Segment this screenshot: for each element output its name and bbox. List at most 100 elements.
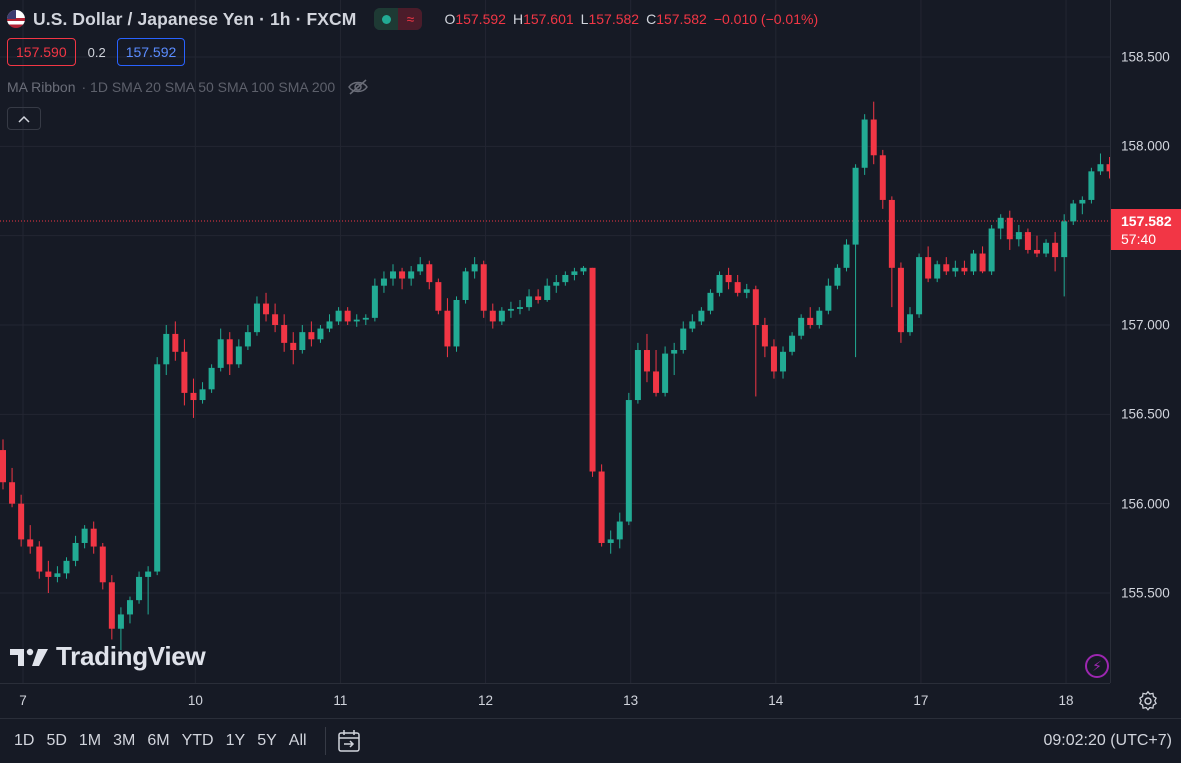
calendar-range-icon[interactable]: [336, 728, 362, 754]
bottom-toolbar: 1D 5D 1M 3M 6M YTD 1Y 5Y All 09:02:20 (U…: [0, 718, 1181, 762]
candle-body: [589, 267, 596, 472]
collapse-legend-button[interactable]: [7, 107, 41, 130]
range-button-1m[interactable]: 1M: [78, 732, 102, 749]
candle-body: [1088, 171, 1095, 200]
range-button-1y[interactable]: 1Y: [225, 732, 246, 749]
candle: [36, 541, 43, 579]
candle-body: [997, 217, 1004, 229]
indicator-legend[interactable]: MA Ribbon · 1D SMA 20 SMA 50 SMA 100 SMA…: [7, 78, 369, 96]
candle: [471, 257, 478, 279]
candle: [888, 196, 895, 308]
us-flag-icon: [7, 10, 25, 28]
candle-body: [408, 271, 415, 279]
data-delay-icon[interactable]: ≈: [398, 8, 423, 30]
candle: [598, 464, 605, 547]
price-tick-label: 156.000: [1121, 496, 1170, 512]
range-button-5y[interactable]: 5Y: [257, 732, 277, 749]
chart-area[interactable]: [0, 0, 1110, 683]
candle-body: [27, 539, 34, 547]
price-tick-label: 157.000: [1121, 317, 1170, 333]
candle: [507, 301, 514, 318]
candle-body: [943, 264, 950, 272]
candle: [226, 332, 233, 376]
candle-body: [208, 367, 215, 390]
range-button-ytd[interactable]: YTD: [181, 732, 214, 749]
market-open-status[interactable]: [374, 8, 399, 30]
gear-icon[interactable]: [1137, 690, 1159, 712]
candle-body: [353, 319, 360, 322]
candle-body: [553, 282, 560, 286]
candle: [462, 267, 469, 304]
candle: [725, 267, 732, 290]
candle-body: [707, 292, 714, 311]
candle-body: [743, 289, 750, 293]
candle-body: [789, 335, 796, 352]
candle: [317, 325, 324, 343]
indicator-name[interactable]: MA Ribbon: [7, 79, 76, 95]
range-button-6m[interactable]: 6M: [147, 732, 170, 749]
candle: [9, 467, 16, 508]
symbol-title[interactable]: U.S. Dollar / Japanese Yen · 1h · FXCM: [33, 8, 357, 29]
candle: [1006, 210, 1013, 250]
candle-body: [526, 296, 533, 308]
candle-body: [344, 310, 351, 322]
candle: [190, 378, 197, 418]
candle-body: [462, 271, 469, 300]
candle-body: [916, 257, 923, 315]
last-price-label: 157.582 57:40: [1111, 209, 1181, 251]
candle-body: [934, 264, 941, 279]
candle: [399, 267, 406, 290]
candle-body: [0, 450, 6, 483]
candle-body: [1070, 203, 1077, 222]
candle: [607, 530, 614, 554]
candle-body: [117, 614, 124, 629]
range-button-1d[interactable]: 1D: [14, 732, 35, 749]
candle: [970, 249, 977, 275]
time-scale[interactable]: 7 10 11 12 13 14 17 18: [0, 683, 1110, 719]
buy-button[interactable]: 157.592: [116, 38, 186, 66]
sell-button[interactable]: 157.590: [7, 38, 76, 66]
market-status-pill[interactable]: ≈: [374, 8, 423, 30]
candle-body: [263, 303, 270, 315]
price-tick-label: 158.500: [1121, 49, 1170, 65]
bid-ask-panel: 157.590 0.2 157.592: [7, 38, 186, 66]
candle-body: [1033, 249, 1040, 254]
candle-body: [136, 576, 143, 601]
candle: [680, 321, 687, 354]
candle: [136, 571, 143, 604]
candle: [834, 264, 841, 290]
candle: [1052, 232, 1059, 272]
candle: [770, 339, 777, 379]
price-scale[interactable]: 158.500158.000157.500157.000156.500156.0…: [1110, 0, 1181, 683]
ohlc-values: O157.592 H157.601 L157.582 C157.582 −0.0…: [444, 11, 818, 27]
candle-body: [834, 267, 841, 286]
chevron-up-icon: [18, 115, 30, 123]
candle-body: [535, 296, 542, 300]
timezone-clock[interactable]: 09:02:20 (UTC+7): [1043, 732, 1172, 749]
eye-off-icon[interactable]: [347, 78, 369, 96]
candle: [163, 325, 170, 376]
range-button-5d[interactable]: 5D: [46, 732, 67, 749]
candle-body: [825, 285, 832, 311]
candle: [743, 283, 750, 299]
candle-body: [290, 342, 297, 351]
candle: [281, 314, 288, 352]
candle: [308, 321, 315, 347]
price-chart[interactable]: [0, 0, 1110, 683]
candle: [27, 525, 34, 554]
candle: [544, 278, 551, 302]
lightning-icon[interactable]: ⚡: [1085, 654, 1109, 678]
candle-body: [126, 600, 133, 615]
range-button-3m[interactable]: 3M: [113, 732, 136, 749]
candle: [1043, 239, 1050, 258]
candle-body: [725, 274, 732, 283]
candle: [1061, 214, 1068, 297]
candle: [54, 566, 61, 583]
candle: [634, 342, 641, 404]
candle: [934, 260, 941, 283]
candle: [861, 114, 868, 175]
candle-body: [417, 264, 424, 272]
range-button-all[interactable]: All: [288, 732, 307, 749]
time-tick-label: 11: [333, 693, 348, 708]
candle: [707, 289, 714, 315]
